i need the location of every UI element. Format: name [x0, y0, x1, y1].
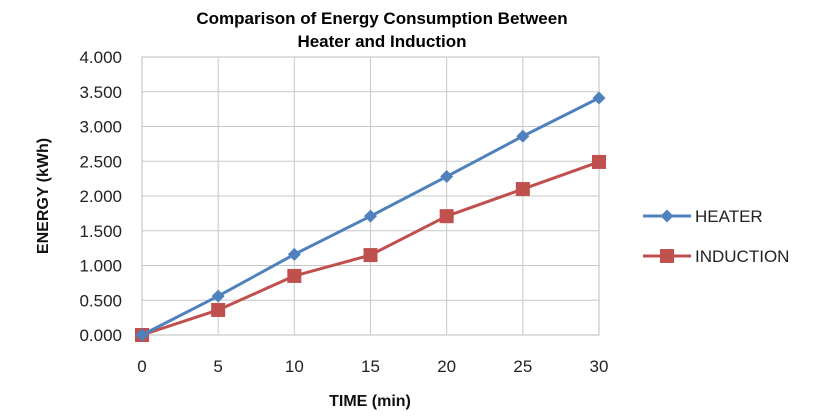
y-tick-label: 4.000 [79, 48, 122, 67]
y-tick-label: 1.500 [79, 222, 122, 241]
induction-point [363, 248, 378, 263]
chart-title-line-2: Heater and Induction [297, 32, 466, 51]
x-tick-label: 25 [513, 357, 532, 376]
x-tick-label: 30 [590, 357, 609, 376]
legend-label-heater: HEATER [695, 207, 763, 226]
y-axis-label: ENERGY (kWh) [35, 138, 52, 254]
x-tick-label: 15 [361, 357, 380, 376]
x-axis-label: TIME (min) [329, 393, 411, 410]
heater-point [287, 247, 301, 261]
series-induction [135, 154, 606, 342]
x-tick-labels: 0 5 10 15 20 25 30 [137, 357, 608, 376]
x-tick-label: 5 [213, 357, 222, 376]
series-heater [135, 91, 606, 342]
induction-point [439, 209, 454, 224]
heater-point [211, 289, 225, 303]
x-tick-label: 10 [285, 357, 304, 376]
induction-point [211, 302, 226, 317]
chart-title-line-1: Comparison of Energy Consumption Between [196, 9, 567, 28]
x-tick-label: 20 [437, 357, 456, 376]
y-tick-label: 2.500 [79, 152, 122, 171]
y-tick-labels: 0.000 0.500 1.000 1.500 2.000 2.500 3.000 3.500… [79, 48, 122, 345]
heater-point [364, 209, 377, 223]
legend-item-induction: INDUCTION [643, 247, 789, 266]
y-tick-label: 1.000 [79, 257, 122, 276]
heater-point [440, 170, 454, 184]
heater-point [516, 129, 530, 143]
y-tick-label: 0.500 [79, 291, 122, 310]
legend-item-heater: HEATER [643, 207, 763, 226]
x-tick-label: 0 [137, 357, 146, 376]
y-tick-label: 3.500 [79, 83, 122, 102]
heater-point [135, 328, 149, 342]
induction-point [515, 182, 530, 197]
induction-point [287, 268, 302, 283]
grid [141, 56, 600, 336]
heater-point [592, 91, 606, 105]
legend-marker-induction [660, 249, 674, 263]
legend-label-induction: INDUCTION [695, 247, 789, 266]
induction-point [592, 154, 606, 169]
legend: HEATER INDUCTION [643, 207, 789, 266]
series [135, 91, 606, 342]
y-tick-label: 0.000 [79, 326, 122, 345]
y-tick-label: 3.000 [79, 118, 122, 137]
y-tick-label: 2.000 [79, 187, 122, 206]
legend-marker-heater [660, 209, 674, 223]
plot-frame [141, 56, 600, 336]
